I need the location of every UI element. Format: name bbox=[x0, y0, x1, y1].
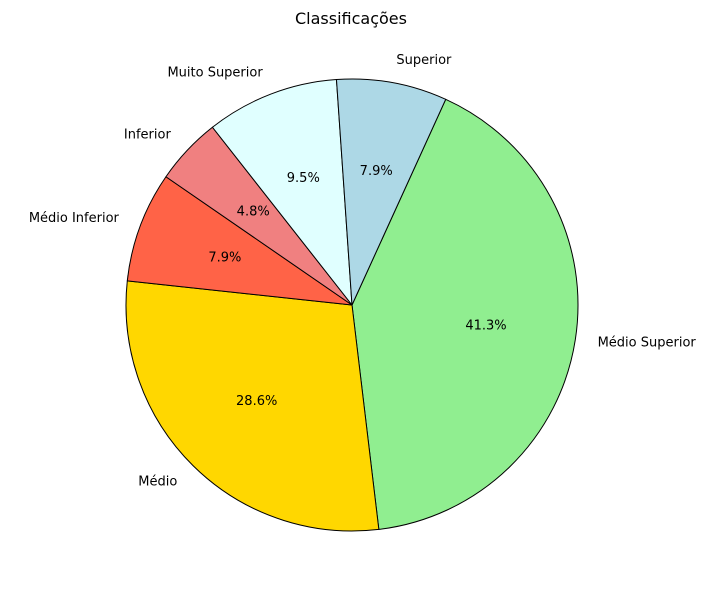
pie-slice-4 bbox=[211, 79, 353, 306]
pie-slices bbox=[125, 78, 579, 532]
pie-pct-label-5: 7.9% bbox=[360, 164, 393, 179]
pie-category-label-3: Inferior bbox=[124, 127, 172, 142]
pie-slice-2 bbox=[126, 176, 353, 306]
pie-slice-0 bbox=[351, 98, 579, 530]
chart-title: Classificações bbox=[295, 9, 407, 28]
pie-pct-label-4: 9.5% bbox=[287, 171, 320, 186]
pie-labels: 41.3% Médio Superior 28.6% Médio 7.9% Médio I… bbox=[29, 53, 697, 489]
pie-pct-label-1: 28.6% bbox=[236, 394, 277, 409]
pie-category-label-1: Médio bbox=[138, 474, 177, 489]
pie-category-label-0: Médio Superior bbox=[598, 336, 697, 351]
pie-slice-1 bbox=[125, 280, 380, 532]
pie-category-label-4: Muito Superior bbox=[167, 66, 263, 81]
pie-category-label-2: Médio Inferior bbox=[29, 211, 120, 226]
pie-slice-5 bbox=[335, 78, 447, 306]
pie-pct-label-2: 7.9% bbox=[208, 250, 241, 265]
pie-pct-label-0: 41.3% bbox=[465, 318, 506, 333]
pie-category-label-5: Superior bbox=[396, 53, 452, 68]
pie-pct-label-3: 4.8% bbox=[237, 205, 270, 220]
